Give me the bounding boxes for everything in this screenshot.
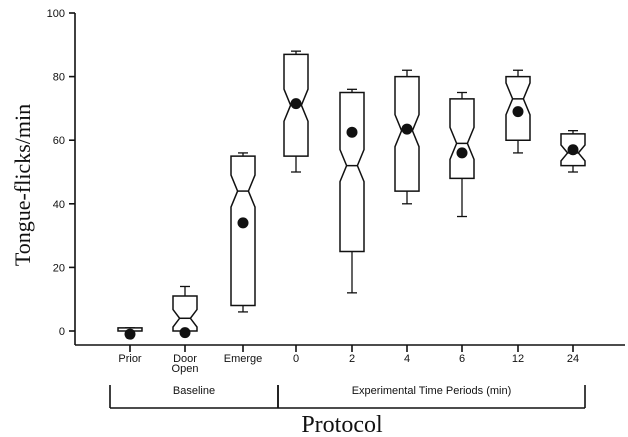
x-tick-label: 12 bbox=[512, 353, 524, 365]
mean-point bbox=[346, 126, 358, 138]
box-item bbox=[560, 130, 586, 173]
box-item bbox=[283, 50, 309, 173]
group-label: Experimental Time Periods (min) bbox=[352, 385, 512, 397]
mean-point bbox=[567, 144, 579, 156]
x-tick-label: Emerge bbox=[224, 353, 263, 365]
x-tick-label-line: Open bbox=[172, 363, 199, 375]
y-tick-label: 80 bbox=[53, 72, 65, 84]
box-item bbox=[339, 88, 365, 294]
x-tick-label: Door Open bbox=[172, 353, 199, 375]
box-item bbox=[394, 69, 420, 205]
mean-point bbox=[456, 147, 468, 159]
x-tick-label-line: Door bbox=[173, 353, 197, 365]
x-tick-label: 4 bbox=[404, 353, 410, 365]
x-tick-label: Prior bbox=[118, 353, 142, 365]
group-bracket: Baseline bbox=[109, 385, 279, 409]
y-axis-title: Tongue-flicks/min bbox=[10, 104, 35, 266]
mean-point bbox=[179, 327, 191, 339]
box-series bbox=[117, 50, 586, 340]
y-tick-label: 60 bbox=[53, 135, 65, 147]
x-tick-label: 2 bbox=[349, 353, 355, 365]
box-item bbox=[449, 91, 475, 218]
box-item bbox=[230, 152, 256, 313]
mean-point bbox=[401, 123, 413, 135]
group-brackets: Baseline Experimental Time Periods (min) bbox=[109, 385, 586, 409]
y-tick-label: 40 bbox=[53, 199, 65, 211]
x-axis-title: Protocol bbox=[301, 412, 383, 437]
mean-point bbox=[290, 98, 302, 110]
group-bracket: Experimental Time Periods (min) bbox=[277, 385, 586, 409]
box-item bbox=[117, 327, 143, 340]
y-tick-label: 20 bbox=[53, 262, 65, 274]
box-body bbox=[230, 155, 256, 307]
mean-point bbox=[512, 106, 524, 118]
y-tick-label: 0 bbox=[59, 326, 65, 338]
box-body bbox=[449, 98, 475, 180]
box-body bbox=[339, 91, 365, 253]
x-tick-label: 24 bbox=[567, 353, 579, 365]
box-item bbox=[172, 285, 198, 339]
x-tick-label: 0 bbox=[293, 353, 299, 365]
mean-point bbox=[237, 217, 249, 229]
box-body bbox=[172, 295, 198, 332]
x-tick-label: 6 bbox=[459, 353, 465, 365]
mean-point bbox=[124, 328, 136, 340]
y-tick-label: 100 bbox=[47, 8, 65, 20]
box-item bbox=[505, 69, 531, 154]
group-label: Baseline bbox=[173, 385, 215, 397]
